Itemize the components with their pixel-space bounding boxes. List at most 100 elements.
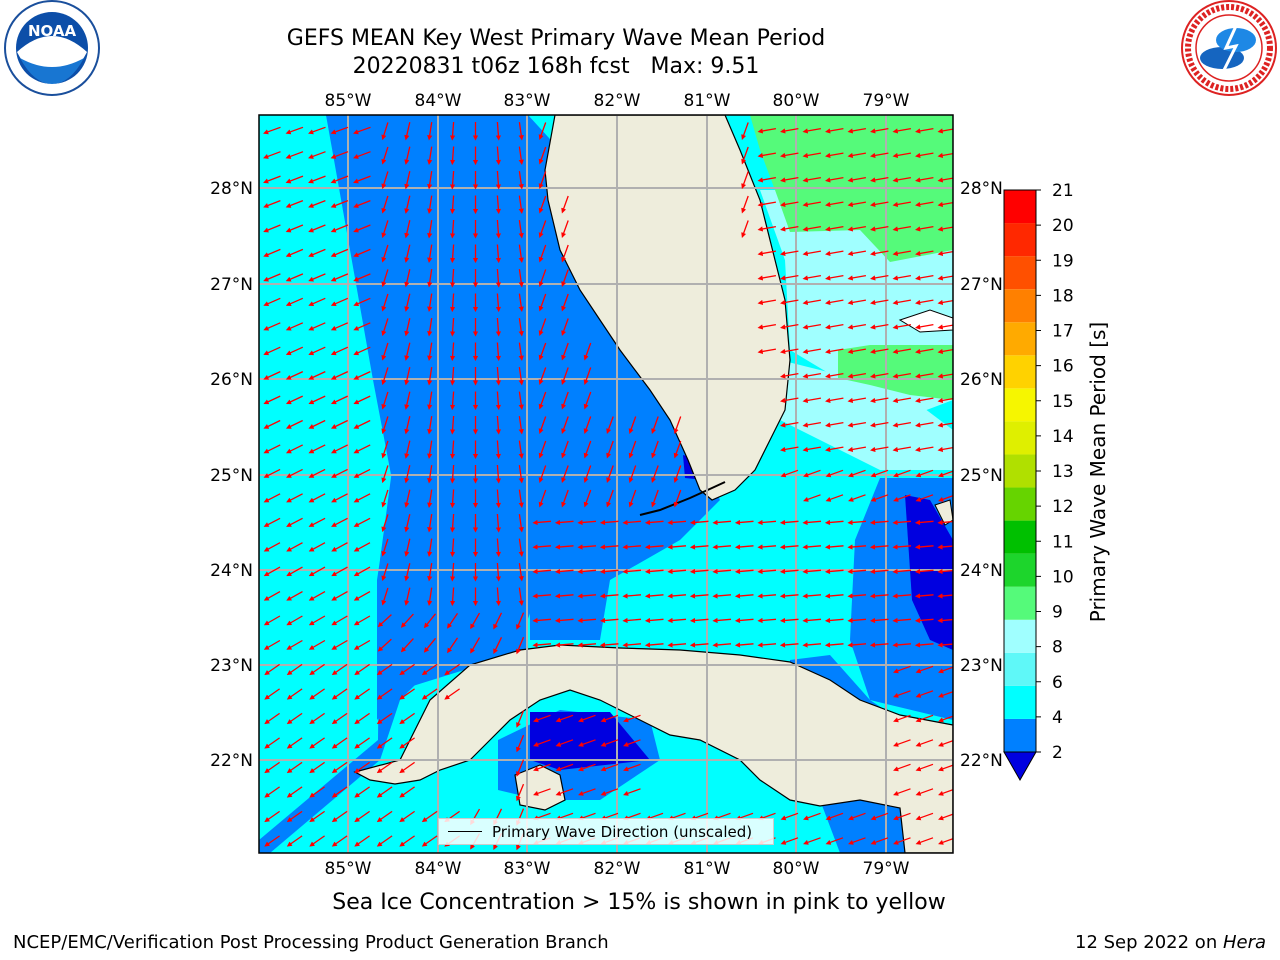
- wave-arrow: [285, 395, 303, 405]
- wave-arrow: [308, 517, 326, 527]
- colorbar-segment: [1004, 520, 1036, 554]
- wave-arrow: [353, 151, 371, 159]
- wave-arrow: [330, 151, 349, 159]
- wave-arrow: [824, 568, 844, 575]
- wave-arrow: [780, 469, 799, 478]
- wave-arrow: [331, 591, 348, 601]
- wave-arrow: [554, 519, 574, 526]
- wave-arrow: [286, 835, 303, 847]
- wave-arrow: [330, 199, 349, 208]
- wave-arrow: [937, 422, 953, 428]
- wave-arrow: [308, 615, 326, 626]
- wave-arrow: [802, 152, 822, 159]
- lon-label-top: 81°W: [684, 91, 731, 111]
- wave-arrow: [286, 688, 303, 700]
- wave-arrow: [870, 494, 889, 502]
- wave-arrow: [892, 201, 912, 208]
- wave-arrow: [285, 199, 304, 208]
- wave-arrow: [757, 176, 777, 183]
- wave-arrow: [450, 513, 456, 533]
- wave-arrow: [285, 248, 304, 257]
- wave-arrow: [554, 593, 574, 599]
- wave-arrow: [538, 195, 547, 214]
- wave-arrow: [285, 126, 304, 135]
- wave-arrow: [937, 324, 953, 330]
- wave-arrow: [450, 538, 456, 558]
- lon-label-top: 84°W: [415, 91, 462, 111]
- wave-arrow: [518, 587, 524, 606]
- wave-arrow: [285, 444, 303, 454]
- wave-arrow: [824, 593, 844, 599]
- wave-arrow: [495, 562, 501, 582]
- wave-arrow: [353, 175, 371, 184]
- wave-arrow: [353, 346, 371, 356]
- wave-arrow: [354, 737, 370, 749]
- wave-arrow: [892, 250, 912, 257]
- wave-arrow: [331, 835, 348, 847]
- wave-arrow: [741, 195, 749, 214]
- wave-arrow: [938, 470, 953, 478]
- wave-arrow: [847, 225, 867, 232]
- wave-arrow: [286, 663, 303, 676]
- lat-label-right: 27°N: [960, 275, 1003, 295]
- wave-arrow: [263, 444, 281, 454]
- wave-arrow: [892, 421, 912, 428]
- wave-arrow: [735, 812, 754, 821]
- wave-arrow: [427, 587, 433, 606]
- wave-arrow: [780, 225, 799, 232]
- wave-arrow: [869, 568, 889, 575]
- wave-arrow: [308, 297, 326, 307]
- wave-arrow: [264, 835, 280, 847]
- wave-arrow: [533, 714, 551, 723]
- wave-arrow: [353, 591, 371, 601]
- wave-arrow: [427, 465, 433, 484]
- wave-arrow: [381, 367, 389, 386]
- wave-arrow: [583, 391, 592, 410]
- wave-arrow: [915, 127, 934, 134]
- lon-label-top: 82°W: [594, 91, 641, 111]
- wave-arrow: [869, 544, 889, 550]
- wave-arrow: [427, 318, 433, 337]
- wave-arrow: [450, 391, 456, 411]
- chart-title: GEFS MEAN Key West Primary Wave Mean Per…: [286, 26, 826, 51]
- wave-arrow: [309, 712, 325, 725]
- wave-arrow: [381, 269, 389, 288]
- wave-arrow: [757, 519, 777, 526]
- wave-arrow: [353, 297, 371, 307]
- colorbar-tick-label: 4: [1052, 708, 1063, 728]
- wave-arrow: [870, 348, 889, 355]
- wave-arrow: [893, 714, 911, 723]
- wave-arrow: [892, 127, 912, 134]
- colorbar-tick-label: 12: [1052, 497, 1074, 517]
- wave-arrow: [825, 225, 844, 232]
- wave-arrow: [554, 568, 574, 575]
- wave-arrow: [937, 519, 953, 526]
- wave-arrow: [600, 788, 619, 796]
- wave-arrow: [780, 323, 799, 330]
- wave-arrow: [353, 371, 371, 380]
- wave-arrow: [518, 440, 524, 459]
- wave-arrow: [518, 318, 524, 337]
- wave-arrow: [264, 810, 280, 823]
- wave-arrow: [847, 642, 867, 648]
- wave-arrow: [915, 665, 934, 674]
- wave-arrow: [263, 248, 281, 257]
- wave-arrow: [734, 642, 754, 648]
- wave-arrow: [915, 739, 934, 747]
- wave-arrow: [870, 225, 889, 232]
- lat-label-left: 28°N: [210, 179, 253, 199]
- wave-arrow: [353, 444, 371, 454]
- wave-arrow: [399, 688, 415, 700]
- wave-arrow: [628, 440, 637, 459]
- colorbar-tick-label: 8: [1052, 638, 1063, 658]
- wave-arrow: [915, 812, 934, 821]
- map-area: [259, 115, 953, 853]
- wave-arrow: [825, 152, 844, 159]
- wave-arrow: [893, 690, 911, 698]
- wave-arrow: [780, 250, 799, 257]
- wave-arrow: [869, 642, 889, 648]
- colorbar-segment: [1004, 685, 1036, 719]
- wave-arrow: [518, 538, 524, 557]
- wave-arrow: [381, 416, 389, 435]
- wave-arrow: [518, 342, 524, 361]
